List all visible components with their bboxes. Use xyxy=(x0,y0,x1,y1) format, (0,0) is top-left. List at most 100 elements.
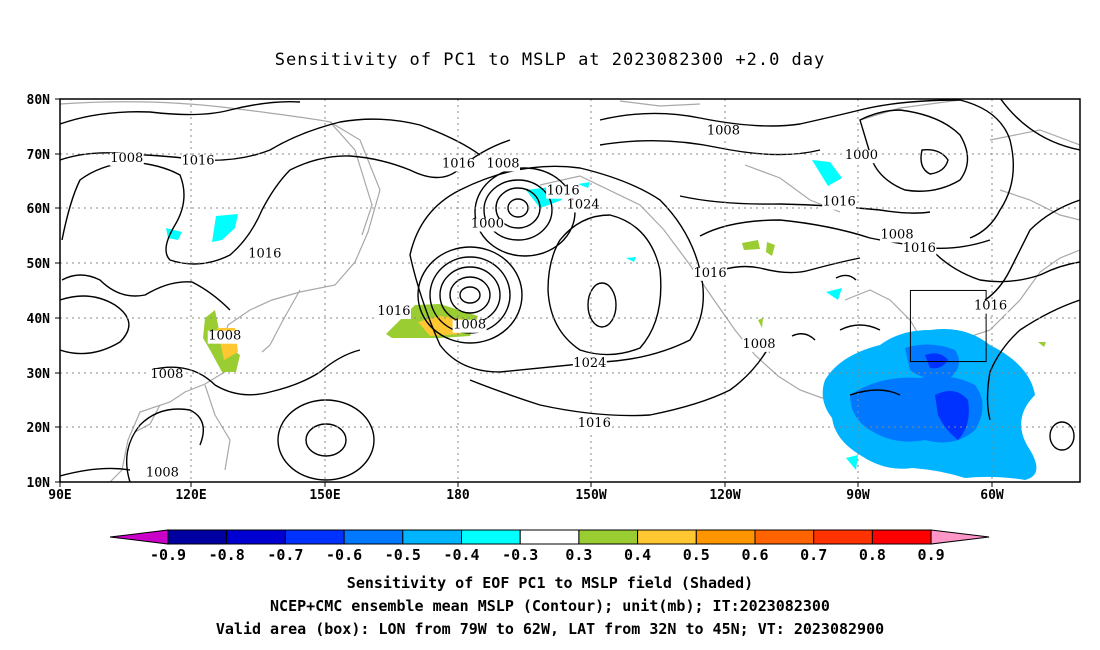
colorbar-cell xyxy=(343,529,404,545)
contour-label: 1016 xyxy=(377,304,410,319)
colorbar-cell xyxy=(402,529,462,545)
colorbar-label: 0.8 xyxy=(859,546,886,564)
colorbar-cell xyxy=(519,529,580,545)
contour-label-bg xyxy=(145,467,180,481)
lat-label: 50N xyxy=(27,257,51,272)
contour-label-bg xyxy=(207,330,242,344)
lat-label: 60N xyxy=(27,202,51,217)
colorbar xyxy=(109,529,990,545)
contour-label-bg xyxy=(693,267,728,281)
contour-label-bg xyxy=(109,152,144,166)
lon-label: 120W xyxy=(709,488,740,503)
contour-label: 1016 xyxy=(903,241,936,256)
colorbar-labels: -0.9 -0.8 -0.7 -0.6 -0.5 -0.4 -0.3 0.3 0.4 0.5 0.6… xyxy=(150,546,945,564)
colorbar-label: -0.9 xyxy=(150,546,186,564)
contour-label-bg xyxy=(566,199,601,213)
lat-label: 10N xyxy=(27,476,51,491)
lon-label: 90E xyxy=(48,488,71,503)
contour-label-bg xyxy=(376,306,411,320)
contour-label: 1016 xyxy=(547,184,580,199)
contour-label-bg xyxy=(441,158,476,172)
lon-label: 180 xyxy=(446,488,470,503)
lat-label: 40N xyxy=(27,312,51,327)
colorbar-cell xyxy=(226,529,286,545)
contour-label: 1024 xyxy=(567,197,600,212)
contour-label: 1016 xyxy=(694,266,727,281)
map-title: Sensitivity of PC1 to MSLP at 2023082300… xyxy=(274,50,826,70)
contour-label-bg xyxy=(577,418,612,432)
tick-marks xyxy=(55,98,993,487)
colorbar-label: 0.4 xyxy=(624,546,651,564)
contour-label: 1016 xyxy=(442,156,475,171)
contour-label: 1000 xyxy=(845,148,878,163)
contour-label: 1016 xyxy=(181,154,214,169)
contour-label: 1016 xyxy=(823,195,856,210)
caption-contour: NCEP+CMC ensemble mean MSLP (Contour); u… xyxy=(270,597,830,615)
lon-label: 90W xyxy=(846,488,870,503)
colorbar-label: -0.5 xyxy=(385,546,421,564)
contour-label: 1016 xyxy=(248,247,281,262)
contour-label-bg xyxy=(973,300,1008,314)
contour-label: 1000 xyxy=(471,217,504,232)
contour-label: 1016 xyxy=(578,416,611,431)
lat-label: 70N xyxy=(27,148,51,163)
contour-label: 1008 xyxy=(707,124,740,139)
contour-label-bg xyxy=(149,368,184,382)
contour-label-bg xyxy=(247,248,282,262)
contour-label-bg xyxy=(572,358,607,372)
colorbar-label: 0.6 xyxy=(741,546,768,564)
colorbar-label: 0.5 xyxy=(683,546,710,564)
colorbar-label: -0.7 xyxy=(267,546,303,564)
colorbar-cell xyxy=(695,529,756,545)
colorbar-cell xyxy=(637,529,697,545)
lat-label: 30N xyxy=(27,367,51,382)
contour-label-bg xyxy=(706,125,741,139)
longitude-labels: 90E 120E 150E 180 150W 120W 90W 60W xyxy=(48,488,1004,503)
graticule xyxy=(60,99,1080,482)
contour-label: 1008 xyxy=(453,318,486,333)
colorbar-cell xyxy=(871,529,932,545)
map-frame xyxy=(59,98,1081,483)
contour-label: 1016 xyxy=(974,299,1007,314)
contour-label-bg xyxy=(880,229,915,243)
contour-label: 1008 xyxy=(110,151,143,166)
colorbar-cell xyxy=(284,529,345,545)
caption-shaded: Sensitivity of EOF PC1 to MSLP field (Sh… xyxy=(346,574,754,592)
valid-area-box xyxy=(909,289,987,363)
contour-label: 1008 xyxy=(150,367,183,382)
lon-label: 120E xyxy=(175,488,206,503)
contour-label-bg xyxy=(452,319,487,333)
colorbar-cell xyxy=(578,529,639,545)
contour-label-bg xyxy=(470,218,505,232)
contour-label: 1008 xyxy=(486,156,519,171)
colorbar-label: 0.9 xyxy=(918,546,945,564)
lon-label: 60W xyxy=(980,488,1004,503)
lon-label: 150W xyxy=(575,488,606,503)
latitude-labels: 80N 70N 60N 50N 40N 30N 20N 10N xyxy=(27,93,51,491)
colorbar-upper-extension xyxy=(930,529,990,545)
contour-label: 1024 xyxy=(573,356,606,371)
colorbar-label: 0.3 xyxy=(565,546,592,564)
contour-label-bg xyxy=(486,158,521,172)
contour-label-bg xyxy=(546,185,581,199)
contour-labels: 1008 1016 1016 1008 1008 1008 1016 1008 1016 1008… xyxy=(109,124,1008,481)
contour-label: 1008 xyxy=(742,337,775,352)
contour-label: 1008 xyxy=(146,465,179,480)
colorbar-label: -0.6 xyxy=(326,546,362,564)
colorbar-lower-extension xyxy=(109,529,169,545)
contour-label-bg xyxy=(822,196,857,210)
colorbar-label: 0.7 xyxy=(800,546,827,564)
colorbar-cell xyxy=(813,529,873,545)
contour-label-bg xyxy=(181,155,216,169)
colorbar-cell xyxy=(167,529,228,545)
contour-label-bg xyxy=(902,243,937,257)
lat-label: 20N xyxy=(27,421,51,436)
colorbar-label: -0.4 xyxy=(443,546,479,564)
contour-label-bg xyxy=(742,338,777,352)
colorbar-cell xyxy=(461,529,521,545)
lat-label: 80N xyxy=(27,93,51,108)
colorbar-label: -0.8 xyxy=(209,546,245,564)
lon-label: 150E xyxy=(309,488,340,503)
caption-valid-area: Valid area (box): LON from 79W to 62W, L… xyxy=(215,620,885,638)
